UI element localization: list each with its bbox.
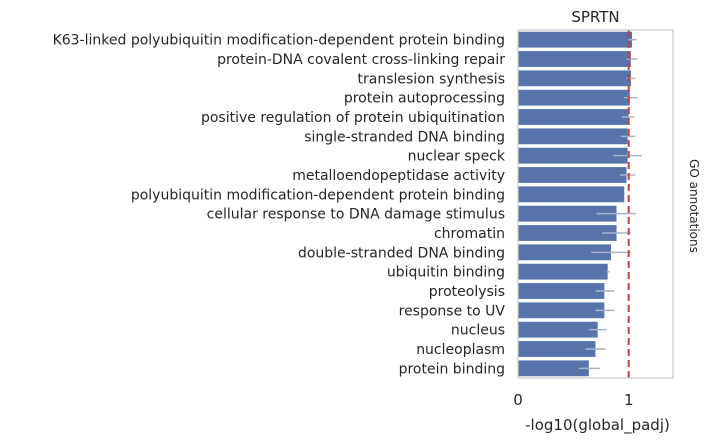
bar bbox=[518, 263, 608, 280]
category-label: chromatin bbox=[434, 226, 505, 242]
category-label: single-stranded DNA binding bbox=[304, 129, 505, 145]
bar bbox=[518, 244, 611, 261]
bar bbox=[518, 31, 633, 48]
bar bbox=[518, 147, 628, 164]
bar bbox=[518, 167, 627, 183]
x-axis-label: -log10(global_padj) bbox=[525, 416, 670, 435]
category-labels: K63-linked polyubiquitin modification-de… bbox=[53, 33, 506, 378]
bar bbox=[518, 186, 625, 203]
error-bars-layer bbox=[578, 38, 642, 370]
bar bbox=[518, 70, 631, 87]
category-label: polyubiquitin modification-dependent pro… bbox=[131, 187, 505, 203]
bars-layer bbox=[518, 31, 633, 377]
bar bbox=[518, 128, 628, 145]
x-tick-label: 0 bbox=[513, 391, 523, 409]
chart-title: SPRTN bbox=[571, 8, 619, 26]
bar bbox=[518, 302, 605, 319]
category-label: protein-DNA covalent cross-linking repai… bbox=[217, 52, 505, 68]
plot-frame bbox=[517, 29, 674, 379]
bar bbox=[518, 109, 629, 125]
category-label: translesion synthesis bbox=[358, 71, 505, 87]
bar bbox=[518, 360, 589, 377]
bar bbox=[518, 205, 617, 222]
bar bbox=[518, 89, 630, 106]
x-tick-label: 1 bbox=[624, 391, 634, 409]
category-label: cellular response to DNA damage stimulus bbox=[207, 207, 505, 223]
bar bbox=[518, 51, 631, 67]
category-label: K63-linked polyubiquitin modification-de… bbox=[53, 33, 505, 49]
side-label: GO annotations bbox=[687, 159, 701, 253]
category-label: ubiquitin binding bbox=[387, 265, 505, 281]
category-label: nucleus bbox=[451, 323, 505, 339]
category-label: protein autoprocessing bbox=[344, 91, 505, 107]
category-label: proteolysis bbox=[429, 284, 505, 300]
bar bbox=[518, 341, 596, 357]
category-label: response to UV bbox=[399, 303, 506, 319]
category-label: nucleoplasm bbox=[416, 342, 505, 358]
category-label: protein binding bbox=[399, 361, 505, 377]
bar bbox=[518, 283, 605, 299]
bar bbox=[518, 321, 598, 338]
category-label: metalloendopeptidase activity bbox=[292, 168, 505, 184]
category-label: double-stranded DNA binding bbox=[298, 245, 505, 261]
category-label: positive regulation of protein ubiquitin… bbox=[201, 110, 505, 126]
category-label: nuclear speck bbox=[408, 149, 506, 165]
bar bbox=[518, 225, 617, 241]
